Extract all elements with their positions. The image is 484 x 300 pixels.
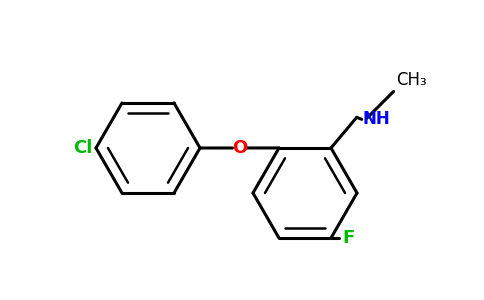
Text: CH₃: CH₃ bbox=[396, 71, 427, 89]
Text: F: F bbox=[342, 229, 354, 247]
Text: O: O bbox=[232, 139, 247, 157]
Text: Cl: Cl bbox=[73, 139, 92, 157]
Text: NH: NH bbox=[363, 110, 391, 128]
